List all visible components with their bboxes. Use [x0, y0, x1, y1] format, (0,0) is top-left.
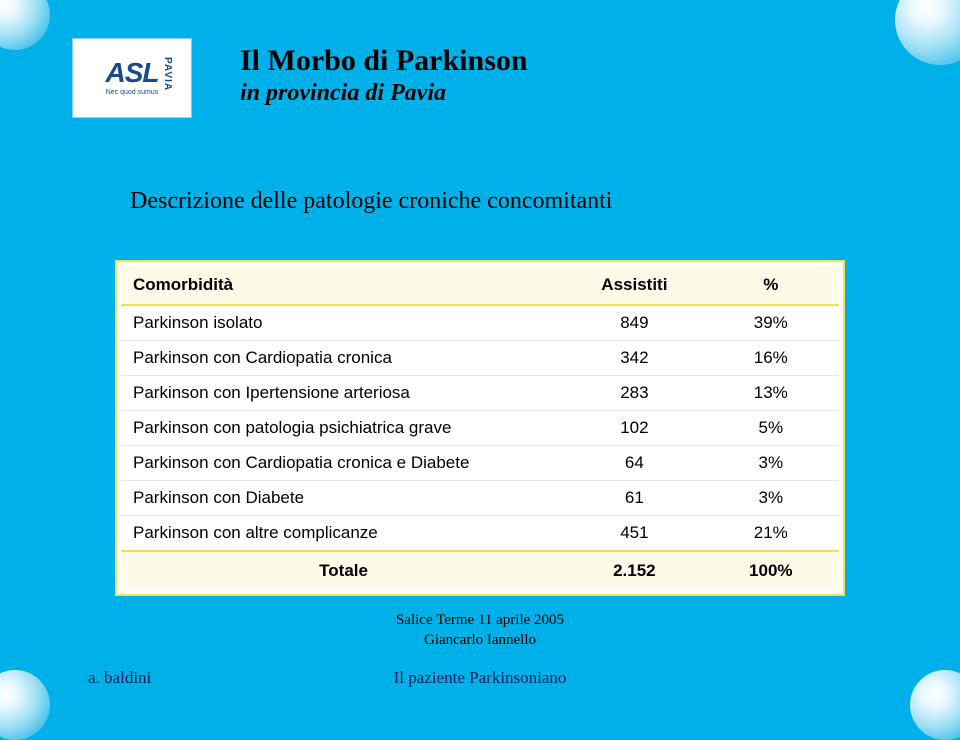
cell-percent: 13% — [703, 376, 839, 411]
cell-label: Parkinson con altre complicanze — [121, 516, 566, 552]
comorbidity-table-container: Comorbidità Assistiti % Parkinson isolat… — [115, 260, 845, 596]
page-title: Il Morbo di Parkinson — [240, 44, 740, 78]
corner-orb-top-right — [895, 0, 960, 65]
logo-text: ASL — [106, 60, 159, 85]
cell-assistiti: 64 — [566, 446, 702, 481]
logo-region: PAVIA — [162, 57, 173, 91]
logo: ASL PAVIA Nec quod sumus — [72, 38, 192, 118]
cell-label: Parkinson isolato — [121, 305, 566, 341]
cell-assistiti: 849 — [566, 305, 702, 341]
footer-block: Salice Terme 11 aprile 2005 Giancarlo Ia… — [0, 610, 960, 651]
total-percent: 100% — [703, 551, 839, 590]
table-total-row: Totale2.152100% — [121, 551, 839, 590]
comorbidity-table: Comorbidità Assistiti % Parkinson isolat… — [121, 266, 839, 590]
table-row: Parkinson con Diabete613% — [121, 481, 839, 516]
cell-percent: 16% — [703, 341, 839, 376]
total-assistiti: 2.152 — [566, 551, 702, 590]
table-row: Parkinson con Cardiopatia cronica34216% — [121, 341, 839, 376]
col-header-comorbidita: Comorbidità — [121, 266, 566, 305]
footer-author: Giancarlo Iannello — [0, 630, 960, 650]
table-row: Parkinson isolato84939% — [121, 305, 839, 341]
logo-motto: Nec quod sumus — [106, 89, 159, 96]
footer-date: Salice Terme 11 aprile 2005 — [0, 610, 960, 630]
cell-percent: 5% — [703, 411, 839, 446]
cell-label: Parkinson con Cardiopatia cronica — [121, 341, 566, 376]
page-subtitle: in provincia di Pavia — [240, 80, 740, 107]
cell-label: Parkinson con Diabete — [121, 481, 566, 516]
table-row: Parkinson con Ipertensione arteriosa2831… — [121, 376, 839, 411]
cell-assistiti: 102 — [566, 411, 702, 446]
cell-label: Parkinson con Ipertensione arteriosa — [121, 376, 566, 411]
cell-assistiti: 451 — [566, 516, 702, 552]
description-text: Descrizione delle patologie croniche con… — [130, 188, 830, 215]
cell-label: Parkinson con patologia psichiatrica gra… — [121, 411, 566, 446]
table-header-row: Comorbidità Assistiti % — [121, 266, 839, 305]
table-row: Parkinson con Cardiopatia cronica e Diab… — [121, 446, 839, 481]
cell-assistiti: 61 — [566, 481, 702, 516]
cell-percent: 39% — [703, 305, 839, 341]
cell-label: Parkinson con Cardiopatia cronica e Diab… — [121, 446, 566, 481]
cell-assistiti: 342 — [566, 341, 702, 376]
table-row: Parkinson con altre complicanze45121% — [121, 516, 839, 552]
cell-percent: 3% — [703, 446, 839, 481]
table-row: Parkinson con patologia psichiatrica gra… — [121, 411, 839, 446]
col-header-percent: % — [703, 266, 839, 305]
title-block: Il Morbo di Parkinson in provincia di Pa… — [240, 44, 740, 107]
cell-percent: 3% — [703, 481, 839, 516]
bottom-center-title: Il paziente Parkinsoniano — [0, 668, 960, 688]
cell-assistiti: 283 — [566, 376, 702, 411]
corner-orb-top-left — [0, 0, 50, 50]
cell-percent: 21% — [703, 516, 839, 552]
col-header-assistiti: Assistiti — [566, 266, 702, 305]
total-label: Totale — [121, 551, 566, 590]
